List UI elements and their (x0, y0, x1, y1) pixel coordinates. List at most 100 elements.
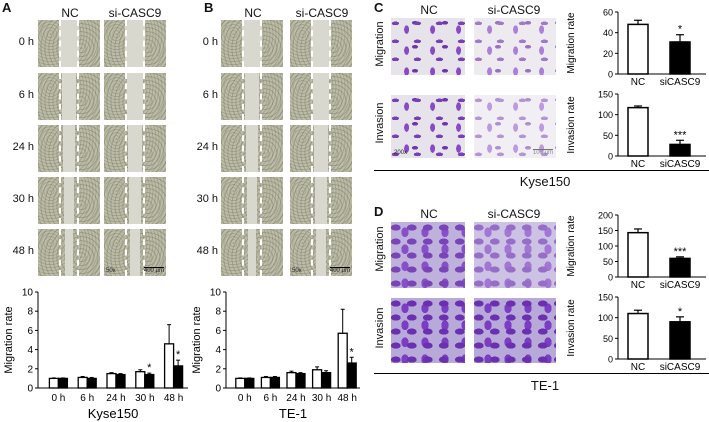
wound-gap (245, 73, 259, 120)
significance-marker: *** (674, 246, 688, 258)
wound-te1-nc-image (221, 20, 283, 67)
y-tick-label: 4 (27, 345, 33, 356)
y-tick-label: 10 (210, 288, 222, 299)
x-tick-label: 0 h (51, 393, 65, 404)
bar (260, 376, 272, 389)
chart-kyse150-migration: 0 20 40 60 NC * siCASC9 Migration rate (566, 8, 706, 88)
wound-kyse150-si-image (104, 125, 166, 172)
bar (311, 369, 323, 389)
wound-edge-left (59, 20, 61, 67)
wound-edge-left (59, 73, 61, 120)
transwell-d-row-invasion: Invasion (374, 307, 386, 349)
wound-edge-left (59, 125, 61, 172)
transwell-c-cellline: Kyse150 (519, 174, 571, 189)
wound-te1-time-label: 0 h (202, 36, 218, 48)
wound-b-col-si: si-CASC9 (295, 6, 349, 20)
wound-te1-time-label: 6 h (202, 89, 218, 101)
wound-te1-nc-image (221, 177, 283, 224)
wound-edge-left (242, 125, 244, 172)
wound-gap (314, 125, 328, 172)
transwell-c-col-nc: NC (420, 3, 438, 17)
wound-b-col-nc: NC (244, 6, 262, 20)
wound-kyse150-nc-image (38, 177, 100, 224)
x-tick-label: siCASC9 (660, 159, 701, 170)
wound-edge-right (143, 177, 145, 224)
y-tick-label: 4 (215, 345, 221, 356)
bar (669, 321, 691, 360)
x-tick-label: NC (631, 280, 645, 291)
y-tick-label: 0 (608, 355, 613, 365)
wound-te1-si-image (290, 20, 352, 67)
y-tick-label: 40 (603, 28, 613, 38)
y-tick-label: 150 (598, 90, 613, 100)
x-tick-label: 6 h (80, 393, 94, 404)
wound-gap (63, 125, 75, 172)
x-tick-label: siCASC9 (660, 77, 701, 88)
wound-edge-right (77, 177, 79, 224)
bar (669, 257, 691, 278)
wound-te1-si-image: 50x 400 μm (290, 229, 352, 276)
wound-edge-right (329, 125, 331, 172)
transwell-c-col-si: si-CASC9 (487, 3, 541, 17)
wound-te1-time-label: 48 h (196, 245, 218, 257)
panel-label-b: B (204, 0, 214, 15)
wound-kyse150-si-image: 50x 400 μm (104, 229, 166, 276)
te1-migration-nc-image (391, 222, 465, 288)
wound-kyse150-time-label: 30 h (12, 193, 34, 205)
chart-wound-kyse150: 0 2 4 6 8 10 0 h 6 h 24 h * 30 h * 48 h Migration rat… (3, 288, 188, 421)
wound-kyse150-nc-image (38, 20, 100, 67)
magnification-label: 200x (394, 150, 408, 156)
wound-kyse150-nc-image (38, 125, 100, 172)
wound-edge-left (59, 229, 61, 276)
significance-marker: * (678, 24, 683, 36)
wound-te1-nc-image (221, 125, 283, 172)
chart-te1-migration: 0 50 100 150 200 NC *** siCASC9 Migration rate (566, 211, 706, 291)
wound-edge-left (242, 177, 244, 224)
bar (669, 41, 691, 75)
wound-gap (127, 73, 143, 120)
wound-edge-right (143, 125, 145, 172)
panel-label-d: D (374, 204, 384, 219)
bar (346, 362, 357, 389)
wound-gap (59, 20, 79, 67)
transwell-d-col-si: si-CASC9 (487, 207, 541, 221)
transwell-c-row-invasion: Invasion (374, 102, 386, 144)
kyse150-invasion-si-image: 100 μm (474, 95, 556, 158)
bar (244, 377, 255, 389)
significance-marker: * (176, 349, 181, 361)
bar (115, 373, 126, 389)
wound-edge-right (260, 20, 262, 67)
x-tick-label: 48 h (164, 393, 183, 404)
bar (337, 332, 348, 389)
wound-edge-left (311, 229, 313, 276)
wound-gap (246, 125, 258, 172)
wound-edge-left (311, 73, 313, 120)
scale-bar-label: 400 μm (143, 267, 164, 274)
bar (172, 365, 184, 389)
wound-kyse150-si-image (104, 73, 166, 120)
wound-kyse150-nc-image (38, 229, 100, 276)
y-tick-label: 50 (603, 257, 613, 267)
kyse150-rule (374, 170, 709, 171)
kyse150-migration-nc-image (391, 18, 465, 75)
wound-edge-right (260, 125, 262, 172)
te1-rule (374, 373, 709, 374)
bar (135, 371, 146, 389)
y-tick-label: 0 (608, 70, 613, 80)
te1-invasion-si-image (474, 298, 556, 363)
chart-wound-te1: 0 2 4 6 8 10 0 h 6 h 24 h 30 h * 48 h Migration rate… (191, 288, 360, 421)
scale-bar-label: 100 μm (532, 149, 553, 156)
wound-kyse150-time-label: 48 h (12, 245, 34, 257)
wound-kyse150-si-image (104, 20, 166, 67)
y-tick-label: 10 (22, 288, 34, 299)
x-tick-label: 6 h (263, 393, 277, 404)
y-tick-label: 50 (603, 131, 613, 141)
y-tick-label: 0 (215, 384, 221, 395)
wound-gap (128, 125, 142, 172)
wound-gap (247, 177, 257, 224)
significance-marker: * (147, 362, 152, 374)
wound-edge-left (311, 20, 313, 67)
x-tick-label: NC (631, 77, 645, 88)
wound-edge-right (77, 20, 79, 67)
y-tick-label: 200 (598, 211, 613, 221)
